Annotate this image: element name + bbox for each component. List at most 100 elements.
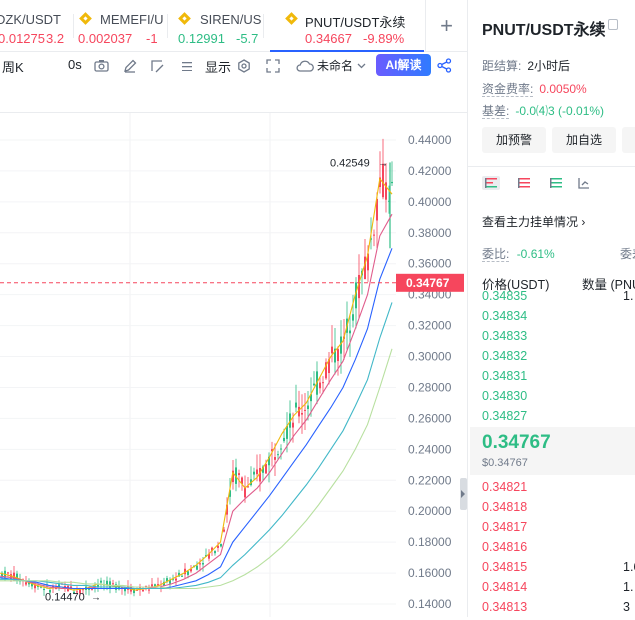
bid-price[interactable]: 0.34815: [482, 560, 528, 574]
candle-body: [337, 349, 339, 362]
bid-price[interactable]: 0.34816: [482, 540, 528, 554]
main-orders-link[interactable]: 查看主力挂单情况 ›: [482, 213, 585, 230]
interval-weekly[interactable]: 周K: [2, 60, 24, 75]
collapse-panel-handle[interactable]: [460, 478, 467, 510]
list-icon[interactable]: [182, 62, 192, 71]
bid-price[interactable]: 0.34814: [482, 580, 528, 594]
candle-body: [388, 200, 390, 202]
candle-body: [334, 348, 336, 363]
ask-price[interactable]: 0.34833: [482, 329, 528, 343]
candle-body: [169, 579, 171, 584]
ask-price[interactable]: 0.34832: [482, 349, 528, 363]
orderbook-bids-icon[interactable]: [515, 176, 533, 190]
panel-divider: [468, 166, 635, 167]
candle-body: [229, 490, 231, 497]
candle-body: [52, 586, 54, 588]
pencil-icon[interactable]: [123, 59, 137, 73]
mid-price: 0.34767: [482, 432, 551, 453]
order-ratio-row: 委比: -0.61% 委差: [482, 245, 635, 262]
binance-icon: [285, 12, 298, 25]
candle-body: [310, 394, 312, 402]
tab-siren[interactable]: SIREN/US 0.12991 -5.7: [168, 0, 262, 52]
chart-canvas[interactable]: 0.440000.420000.400000.380000.360000.340…: [0, 113, 467, 617]
display-menu[interactable]: 显示: [205, 60, 232, 75]
candle-body: [214, 551, 216, 554]
basis-label[interactable]: 基差:: [482, 104, 510, 119]
ai-analysis-button[interactable]: AI解读: [376, 54, 431, 76]
orderbook-asks-icon[interactable]: [547, 176, 565, 190]
tab-pnut-active[interactable]: PNUT/USDT永续 0.34667 -9.89%: [270, 0, 424, 52]
candle-body: [331, 346, 333, 354]
ask-price[interactable]: 0.34827: [482, 409, 528, 423]
mark-price: $0.34767: [482, 457, 528, 469]
col-price-header: 价格(USDT): [482, 278, 550, 292]
candle-body: [16, 573, 18, 581]
candle-body: [301, 413, 303, 415]
candle-body: [100, 580, 102, 583]
ratio-label-2[interactable]: 委差: [620, 247, 635, 261]
funding-rate-label[interactable]: 资金费率:: [482, 82, 534, 97]
tab-price: 0.34667: [305, 31, 352, 46]
add-tab-button[interactable]: +: [425, 0, 467, 52]
interval-seconds[interactable]: 0s: [68, 57, 82, 72]
candle-body: [370, 238, 372, 240]
orderbook-both-icon[interactable]: [482, 176, 500, 190]
candle-body: [88, 588, 90, 590]
tab-dzk[interactable]: DZK/USDT 0.01275 3.2: [0, 0, 72, 52]
ask-price[interactable]: 0.34831: [482, 369, 528, 383]
col-qty-header: 数量 (PNU: [582, 278, 635, 292]
candle-body: [244, 487, 246, 498]
candle-body: [217, 545, 219, 548]
candle-body: [34, 585, 36, 589]
settings-icon[interactable]: [237, 59, 251, 73]
ratio-label[interactable]: 委比:: [482, 247, 510, 262]
candle-body: [199, 563, 201, 565]
bid-price[interactable]: 0.34821: [482, 480, 528, 494]
candle-body: [133, 589, 135, 594]
ask-price[interactable]: 0.34830: [482, 389, 528, 403]
tab-change: 3.2: [46, 31, 65, 46]
candle-body: [37, 586, 39, 588]
current-price-label: 0.34767: [406, 276, 450, 290]
candle-body: [238, 473, 240, 476]
ask-price[interactable]: 0.34835: [482, 289, 528, 303]
y-tick-label: 0.22000: [408, 473, 452, 487]
candle-body: [328, 359, 330, 374]
chevron-down-icon[interactable]: [357, 63, 366, 69]
tab-change: -1: [146, 31, 158, 46]
ask-price[interactable]: 0.34834: [482, 309, 528, 323]
y-tick-label: 0.24000: [408, 442, 452, 456]
candle-body: [28, 582, 30, 585]
crop-icon[interactable]: [151, 59, 165, 73]
camera-icon[interactable]: [94, 59, 109, 72]
add-watchlist-button[interactable]: 加自选: [552, 127, 616, 153]
tab-change: -9.89%: [363, 31, 405, 46]
candle-body: [49, 589, 51, 593]
share-icon[interactable]: [437, 58, 452, 73]
main-orders-text: 查看主力挂单情况: [482, 215, 579, 229]
cloud-icon[interactable]: [296, 60, 314, 72]
more-button[interactable]: [622, 127, 635, 153]
bid-price[interactable]: 0.34817: [482, 520, 528, 534]
tab-separator: [263, 14, 264, 38]
add-alert-button[interactable]: 加预警: [482, 127, 546, 153]
tab-name: DZK/USDT: [0, 12, 61, 27]
current-price-label-box: [396, 273, 464, 292]
price-chart[interactable]: 0.44000 0.42000 0.40000 0.38000 0.36000 0.340…: [0, 113, 467, 617]
candle-body: [58, 584, 60, 588]
funding-rate-row: 资金费率: 0.0050%: [482, 80, 587, 97]
candle-body: [292, 422, 294, 428]
candle-body: [124, 588, 126, 592]
candle-body: [226, 504, 228, 515]
orderbook-trades-icon[interactable]: [575, 176, 593, 190]
bid-price[interactable]: 0.34818: [482, 500, 528, 514]
bid-price[interactable]: 0.34813: [482, 600, 528, 614]
copy-icon[interactable]: [608, 19, 618, 30]
candle-body: [313, 383, 315, 386]
candle-body: [223, 529, 225, 532]
y-tick-label: 0.28000: [408, 380, 452, 394]
tab-memefi[interactable]: MEMEFI/U 0.002037 -1: [74, 0, 166, 52]
tab-separator: [167, 14, 168, 38]
layout-template-select[interactable]: 未命名: [317, 59, 354, 73]
fullscreen-icon[interactable]: [266, 59, 280, 73]
